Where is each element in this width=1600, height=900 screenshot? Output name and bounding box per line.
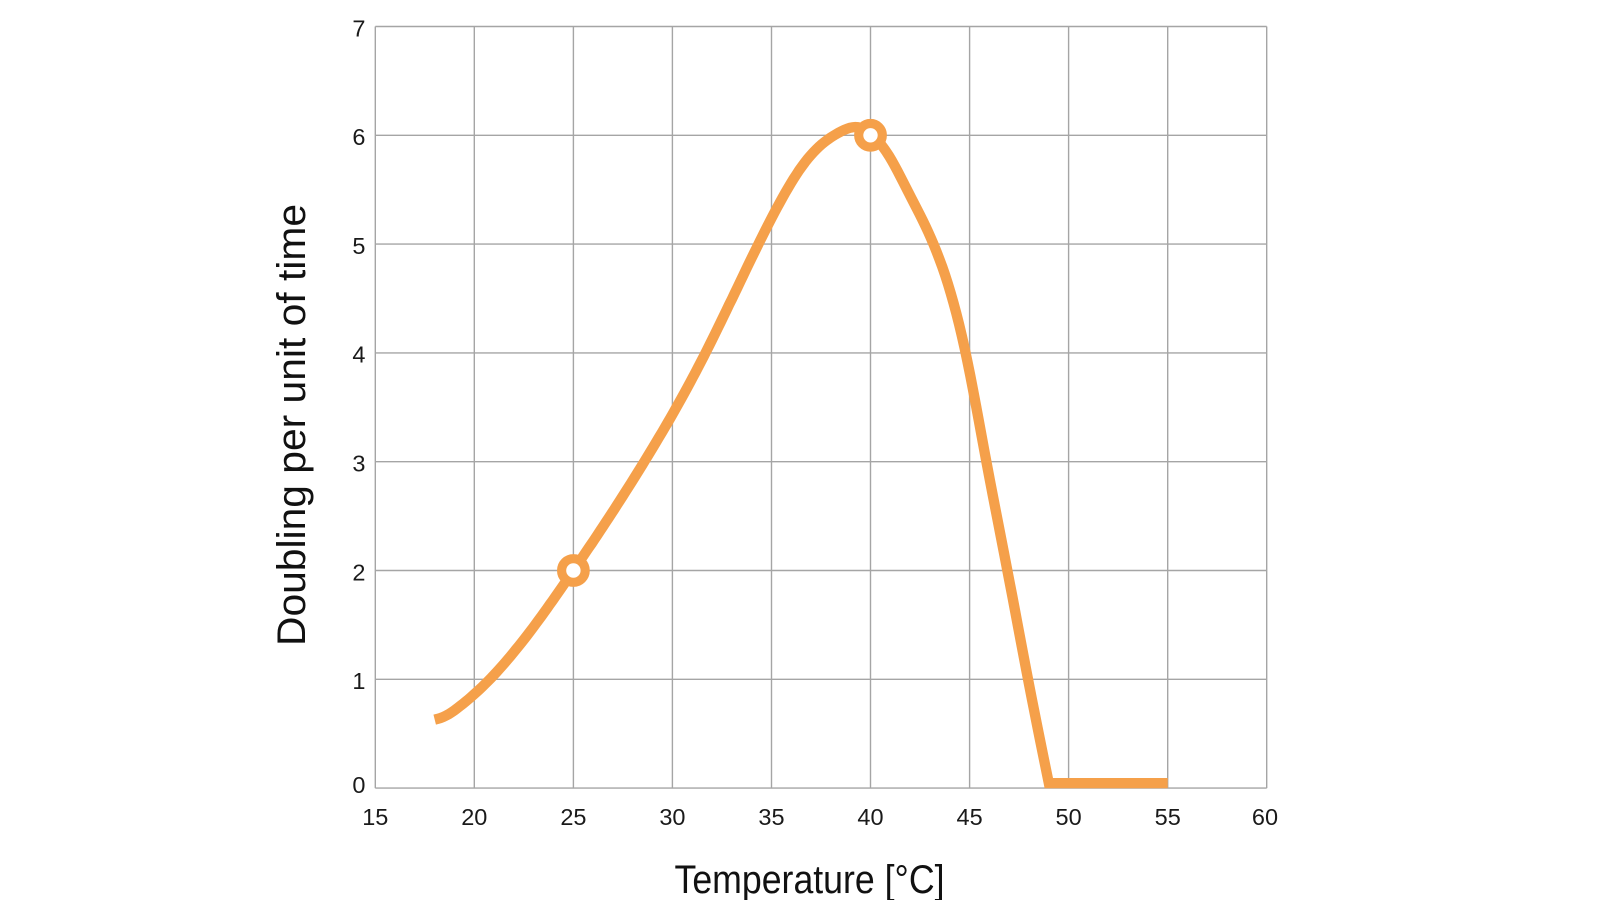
svg-text:45: 45: [957, 804, 983, 830]
svg-text:0: 0: [352, 772, 365, 798]
svg-text:50: 50: [1056, 804, 1082, 830]
svg-text:60: 60: [1252, 804, 1278, 830]
svg-text:35: 35: [758, 804, 784, 830]
svg-text:15: 15: [362, 804, 388, 830]
svg-text:6: 6: [352, 124, 365, 150]
svg-text:1: 1: [352, 668, 365, 694]
svg-text:20: 20: [461, 804, 487, 830]
svg-text:40: 40: [857, 804, 883, 830]
svg-text:25: 25: [560, 804, 586, 830]
svg-text:55: 55: [1155, 804, 1181, 830]
svg-text:Doubling per unit of time: Doubling per unit of time: [270, 204, 314, 646]
svg-text:5: 5: [352, 233, 365, 259]
svg-text:30: 30: [659, 804, 685, 830]
svg-text:3: 3: [352, 451, 365, 477]
svg-text:7: 7: [352, 15, 365, 41]
svg-text:4: 4: [352, 342, 365, 368]
svg-text:2: 2: [352, 559, 365, 585]
svg-text:Temperature [°C]: Temperature [°C]: [675, 858, 945, 900]
